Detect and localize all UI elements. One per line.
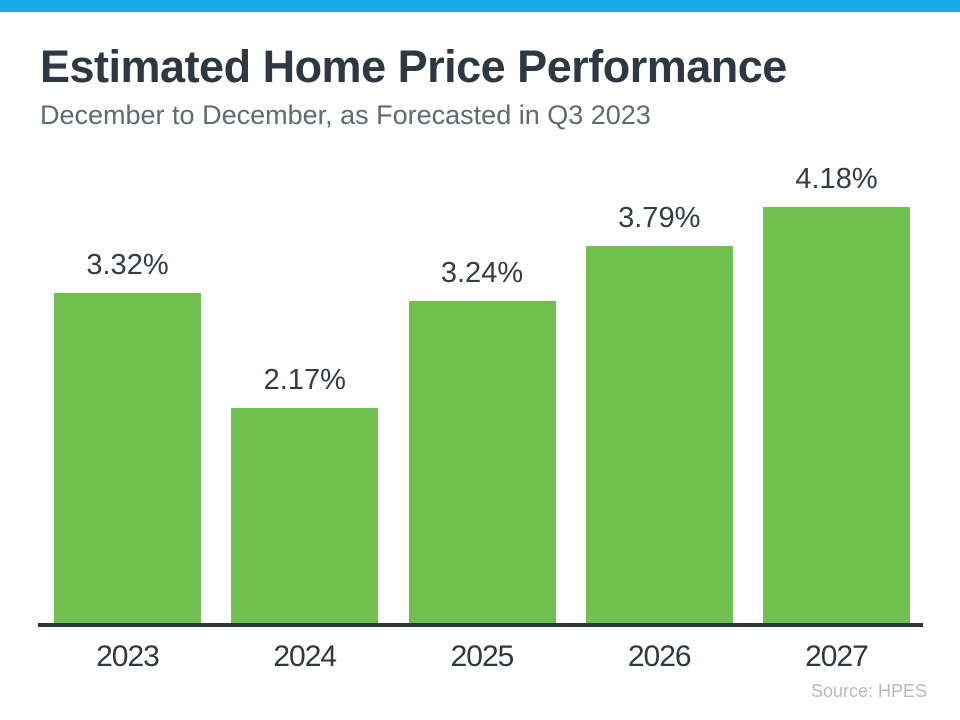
page-subtitle: December to December, as Forecasted in Q…	[40, 100, 651, 130]
x-axis-line	[38, 623, 923, 627]
bar-2024	[231, 408, 379, 625]
x-axis-label-2025: 2025	[450, 640, 515, 673]
bar-value-label: 4.18%	[795, 163, 878, 195]
bar-value-label: 3.32%	[86, 249, 169, 281]
x-axis-label-2027: 2027	[805, 640, 869, 673]
x-axis-label-2026: 2026	[627, 640, 692, 673]
x-axis-label-2024: 2024	[273, 640, 337, 673]
source-caption: Source: HPES	[810, 681, 927, 701]
bar-2023	[54, 293, 201, 625]
page-title: Estimated Home Price Performance	[40, 41, 787, 92]
bar-value-label: 3.79%	[618, 202, 701, 234]
top-accent-bar	[0, 0, 960, 12]
bar-2026	[585, 246, 733, 625]
x-axis-label-2023: 2023	[96, 640, 160, 673]
bar-2025	[408, 301, 556, 625]
bar-value-label: 3.24%	[440, 257, 524, 289]
bar-value-label: 2.17%	[263, 364, 346, 396]
bar-2027	[763, 207, 910, 625]
